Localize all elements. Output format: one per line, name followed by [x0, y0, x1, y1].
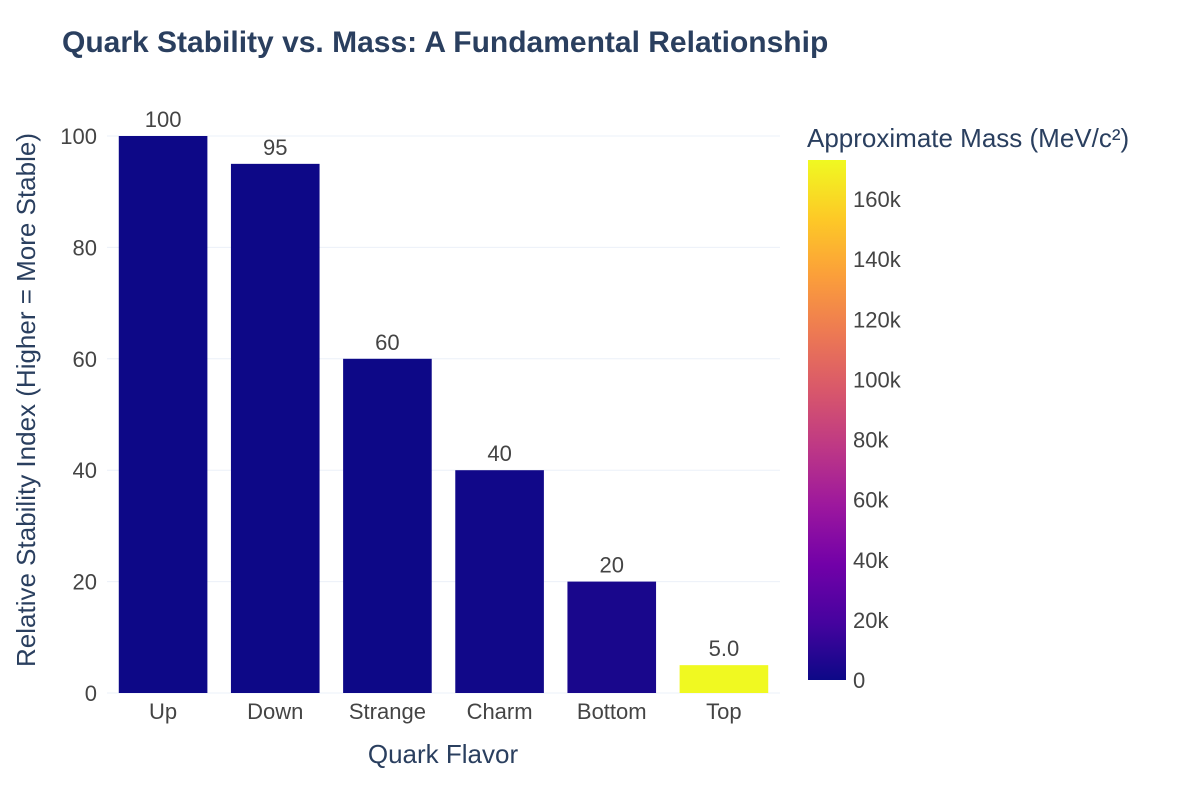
bar-top — [679, 665, 769, 693]
bar-charm — [455, 470, 544, 693]
bar-value-label: 5.0 — [709, 636, 740, 661]
bar-value-label: 40 — [487, 441, 511, 466]
x-tick-label: Bottom — [577, 699, 647, 724]
y-tick-label: 60 — [73, 347, 97, 372]
y-tick-label: 0 — [85, 681, 97, 706]
x-tick-label: Charm — [467, 699, 533, 724]
bar-down — [230, 163, 320, 694]
bar-strange — [343, 358, 432, 693]
y-tick-label: 40 — [73, 458, 97, 483]
colorbar-tick-label: 0 — [853, 668, 865, 693]
x-tick-label: Down — [247, 699, 303, 724]
y-tick-label: 80 — [73, 235, 97, 260]
x-axis-label: Quark Flavor — [368, 739, 519, 769]
colorbar-tick-label: 40k — [853, 548, 889, 573]
chart-title: Quark Stability vs. Mass: A Fundamental … — [62, 26, 828, 59]
bar-bottom — [567, 581, 657, 693]
colorbar-title: Approximate Mass (MeV/c²) — [807, 123, 1129, 153]
x-tick-label: Strange — [349, 699, 426, 724]
colorbar-tick-label: 140k — [853, 247, 902, 272]
y-tick-labels: 0 20 40 60 80 100 — [60, 124, 97, 706]
colorbar-tick-label: 160k — [853, 187, 902, 212]
colorbar-tick-label: 20k — [853, 608, 889, 633]
bar-value-label: 60 — [375, 330, 399, 355]
x-tick-label: Top — [706, 699, 741, 724]
y-gridlines — [107, 135, 780, 694]
x-tick-label: Up — [149, 699, 177, 724]
bar-up — [118, 136, 208, 693]
y-axis-label: Relative Stability Index (Higher = More … — [11, 133, 41, 667]
colorbar-tick-label: 120k — [853, 307, 902, 332]
bar-value-label: 95 — [263, 135, 287, 160]
y-tick-label: 100 — [60, 124, 97, 149]
colorbar — [808, 160, 846, 680]
bar-value-label: 20 — [600, 553, 624, 578]
bars — [118, 136, 769, 694]
colorbar-tick-label: 80k — [853, 428, 889, 453]
bar-value-label: 100 — [145, 107, 182, 132]
y-tick-label: 20 — [73, 570, 97, 595]
bar-value-labels: 100 95 60 40 20 5.0 — [145, 107, 739, 661]
colorbar-tick-label: 100k — [853, 367, 902, 392]
colorbar-tick-labels: 0 20k 40k 60k 80k 100k 120k 140k 160k — [853, 187, 902, 693]
colorbar-tick-label: 60k — [853, 488, 889, 513]
x-tick-labels: Up Down Strange Charm Bottom Top — [149, 699, 742, 724]
